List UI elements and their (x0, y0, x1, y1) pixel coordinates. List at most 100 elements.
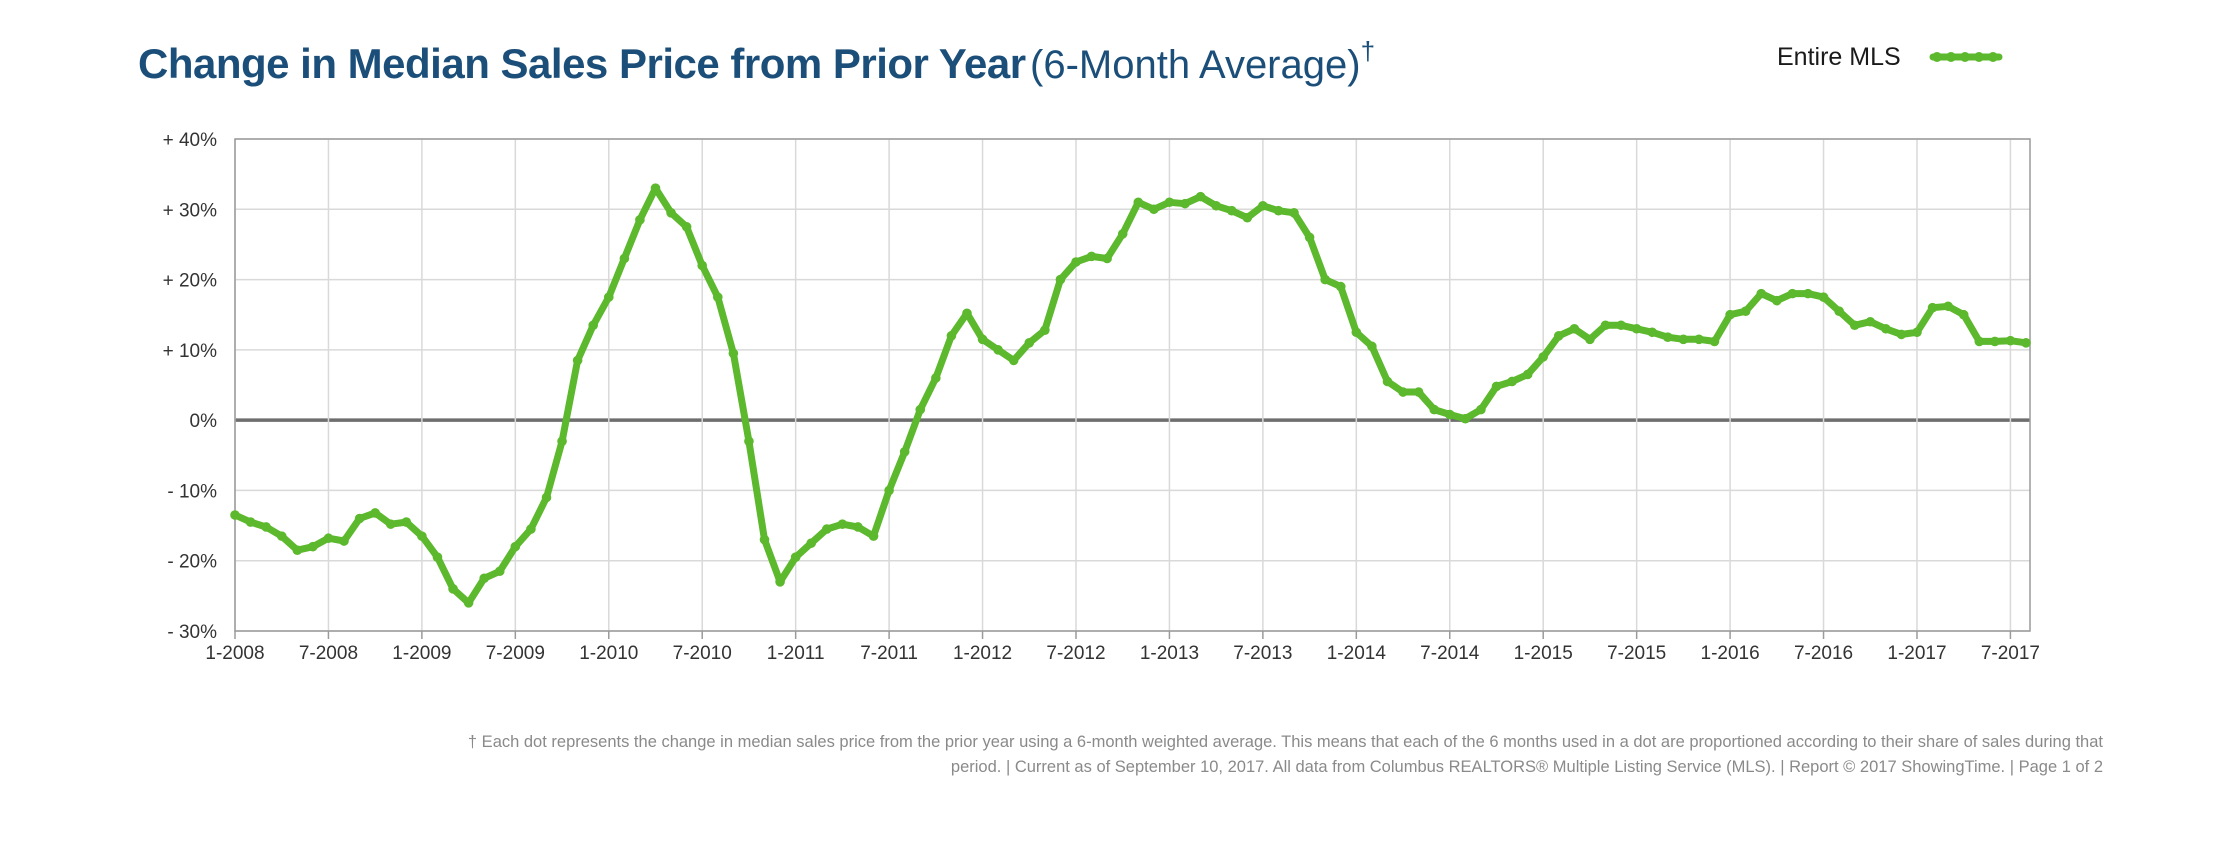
x-tick-label: 1-2017 (1887, 643, 1946, 664)
data-point (899, 446, 910, 457)
data-point (572, 355, 583, 366)
data-point (1974, 336, 1985, 347)
data-point (1476, 404, 1486, 415)
data-point (463, 598, 474, 608)
series-line (231, 184, 2030, 607)
x-tick-label: 1-2010 (579, 643, 638, 664)
data-point (1881, 323, 1891, 334)
data-point (868, 531, 879, 541)
data-point (432, 552, 443, 562)
data-point (1055, 274, 1066, 285)
data-point (1943, 301, 1953, 312)
footnote-line-2: period. | Current as of September 10, 20… (950, 758, 2103, 776)
chart-legend: Entire MLS (1777, 42, 2005, 72)
x-tick-label: 7-2009 (486, 643, 545, 664)
data-point (323, 533, 334, 544)
data-point (1803, 288, 1813, 299)
data-point (354, 513, 365, 524)
data-point (339, 536, 349, 546)
footnote-line-1: † Each dot represents the change in medi… (467, 733, 2103, 751)
data-point (276, 531, 287, 541)
data-point (308, 541, 318, 552)
data-point (1647, 327, 1658, 338)
data-point (1849, 320, 1860, 331)
data-point (962, 308, 972, 319)
data-point (1912, 327, 1922, 338)
data-point (1834, 306, 1844, 317)
data-point (479, 573, 489, 584)
data-point (1335, 281, 1346, 292)
data-point (1585, 334, 1595, 345)
data-point (759, 534, 770, 545)
data-point (1024, 338, 1035, 348)
data-point (1896, 329, 1907, 340)
data-point (1429, 404, 1439, 415)
data-point (1226, 205, 1237, 216)
data-point (884, 485, 894, 496)
x-tick-label: 7-2012 (1046, 643, 1105, 664)
chart-title-dagger: † (1360, 36, 1376, 66)
data-point (1242, 212, 1253, 223)
chart-title: Change in Median Sales Price from Prior … (138, 36, 1375, 88)
data-point (261, 522, 271, 532)
data-point (1927, 302, 1938, 313)
data-point (1258, 200, 1268, 211)
data-point (1071, 257, 1081, 267)
data-point (1413, 387, 1424, 397)
x-tick-label: 7-2016 (1794, 643, 1853, 664)
data-point (557, 436, 567, 447)
data-point (837, 519, 848, 529)
data-point (588, 320, 598, 331)
data-point (1040, 325, 1050, 335)
data-point (915, 404, 926, 415)
data-point (510, 541, 521, 552)
x-tick-label: 7-2014 (1420, 643, 1480, 664)
data-point (946, 331, 957, 341)
data-point (1164, 197, 1175, 208)
data-point (2005, 335, 2016, 346)
data-point (603, 292, 614, 302)
data-point (775, 577, 785, 587)
data-point (977, 334, 988, 345)
x-tick-label: 1-2015 (1514, 643, 1573, 664)
x-tick-label: 1-2008 (205, 643, 264, 664)
x-tick-label: 1-2013 (1140, 643, 1199, 664)
data-point (1289, 208, 1299, 218)
data-point (1616, 320, 1626, 331)
data-point (1149, 204, 1159, 215)
data-point (1772, 295, 1782, 306)
y-tick-label: - 10% (167, 481, 217, 502)
data-point (1569, 323, 1580, 334)
data-point (1787, 288, 1798, 299)
x-tick-label: 7-2015 (1607, 643, 1666, 664)
y-tick-label: + 40% (163, 130, 218, 151)
y-tick-label: 0% (190, 411, 218, 432)
data-point (1740, 306, 1751, 317)
data-point (697, 260, 708, 271)
data-point (1180, 198, 1190, 209)
x-tick-label: 1-2012 (953, 643, 1012, 664)
data-point (230, 510, 240, 520)
x-tick-label: 1-2009 (392, 643, 451, 664)
x-tick-label: 7-2010 (673, 643, 732, 664)
data-point (1725, 309, 1735, 320)
data-point (681, 222, 692, 232)
data-point (1678, 334, 1689, 345)
plot-frame (234, 138, 2031, 632)
data-point (666, 208, 676, 218)
data-point (853, 522, 863, 532)
data-point (1538, 352, 1549, 362)
data-point (1709, 336, 1720, 347)
y-tick-label: + 10% (163, 341, 218, 362)
data-point (541, 492, 552, 503)
data-point (1117, 229, 1128, 239)
data-point (1133, 197, 1144, 208)
data-point (790, 552, 801, 562)
data-point (1273, 205, 1284, 216)
x-tick-label: 7-2017 (1981, 643, 2040, 664)
x-tick-label: 1-2016 (1701, 643, 1760, 664)
data-point (1211, 200, 1221, 211)
data-point (385, 519, 396, 529)
data-point (448, 584, 458, 594)
data-point (245, 517, 256, 527)
